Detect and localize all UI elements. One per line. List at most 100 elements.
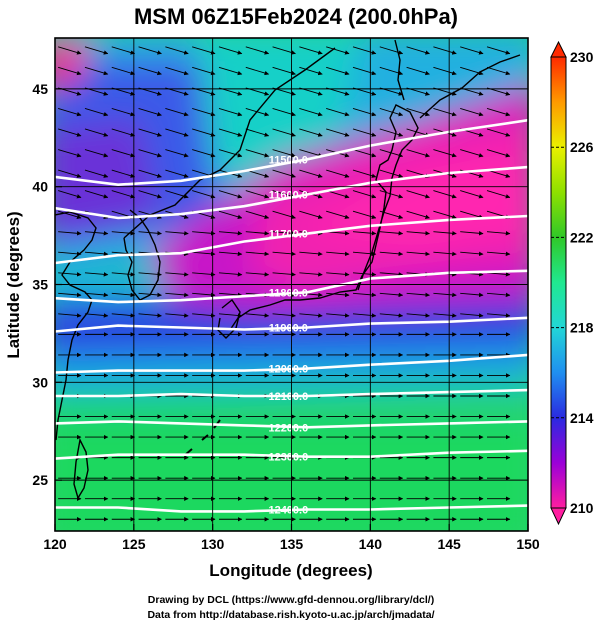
wind-arrow [58, 292, 82, 298]
wind-arrow [138, 231, 162, 236]
wind-arrow [192, 107, 216, 117]
wind-arrow [352, 313, 377, 318]
wind-arrow [58, 169, 82, 178]
wind-arrow [111, 169, 136, 178]
wind-arrow [165, 169, 189, 178]
wind-arrow [433, 149, 457, 158]
colorbar-tick-label: 218 [570, 320, 594, 336]
wind-arrow [379, 210, 404, 219]
wind-arrow [460, 210, 484, 219]
wind-arrow [138, 292, 162, 298]
wind-arrow [486, 66, 511, 76]
wind-arrow [486, 128, 511, 137]
coastline-kuril [419, 54, 521, 119]
wind-arrow [433, 107, 457, 117]
wind-arrow [486, 46, 511, 55]
wind-arrow [218, 66, 243, 76]
colorbar-tick-label: 230 [570, 49, 594, 65]
wind-arrow [299, 66, 323, 76]
plot-area: 11500.0 11600.0 11700.0 11800.0 11900.0 12000… [55, 38, 528, 531]
wind-arrow [111, 149, 136, 158]
wind-arrow [165, 46, 189, 55]
wind-arrow [326, 210, 350, 219]
wind-arrow [379, 190, 404, 199]
contour-label: 12000.0 [268, 364, 308, 376]
wind-arrow [165, 231, 189, 236]
wind-arrow [460, 66, 484, 76]
wind-arrow [352, 107, 377, 117]
wind-arrow [218, 190, 243, 199]
wind-arrow [165, 107, 189, 117]
wind-arrow [352, 251, 377, 257]
wind-arrow [138, 149, 162, 158]
wind-arrow [486, 313, 511, 318]
wind-arrow [111, 66, 136, 76]
wind-arrow [433, 231, 457, 236]
wind-arrow [433, 251, 457, 257]
wind-arrow [326, 169, 350, 178]
wind-arrow [326, 190, 350, 199]
wind-arrow [84, 251, 109, 257]
wind-arrow [84, 66, 109, 76]
wind-arrow [138, 313, 162, 318]
wind-arrow [218, 251, 243, 257]
contour-line [55, 504, 528, 513]
wind-arrow [165, 149, 189, 158]
wind-arrow [111, 313, 136, 318]
wind-arrow [299, 313, 323, 318]
wind-arrow [326, 313, 350, 318]
wind-arrow [433, 190, 457, 199]
wind-arrow [352, 149, 377, 158]
wind-arrow [138, 169, 162, 178]
contour-line [55, 165, 528, 220]
wind-arrow [460, 292, 484, 298]
y-axis-ticks: 25 30 35 40 45 [32, 81, 62, 488]
coastline-korea [123, 209, 161, 301]
wind-arrow [192, 190, 216, 199]
coastline-sakhalin [394, 39, 405, 101]
wind-arrow [245, 66, 270, 76]
colorbar-tick-label: 210 [570, 500, 594, 516]
wind-arrow [245, 190, 270, 199]
grid [55, 38, 528, 531]
wind-arrow [379, 313, 404, 318]
contour-label: 11800.0 [269, 287, 308, 299]
wind-arrow [84, 231, 109, 236]
wind-arrow [165, 272, 189, 277]
wind-arrow [326, 66, 350, 76]
wind-arrow [111, 46, 136, 55]
contour-line [55, 420, 528, 429]
colorbar-bottom-arrow [550, 507, 567, 526]
wind-arrow [379, 272, 404, 277]
wind-arrow [138, 272, 162, 277]
wind-arrow [138, 46, 162, 55]
wind-arrow [326, 46, 350, 55]
wind-arrow [326, 107, 350, 117]
wind-arrow [138, 107, 162, 117]
wind-arrow [406, 107, 430, 117]
x-tick-label: 150 [516, 536, 540, 552]
wind-arrow [406, 313, 430, 318]
wind-arrow [138, 128, 162, 137]
wind-arrow [218, 272, 243, 277]
x-tick-label: 135 [280, 536, 304, 552]
x-tick-label: 130 [201, 536, 225, 552]
wind-arrow [379, 149, 404, 158]
wind-arrow [460, 190, 484, 199]
footer-credit-dcl: Drawing by DCL (https://www.gfd-dennou.o… [148, 594, 434, 606]
wind-arrow [406, 149, 430, 158]
wind-arrow [165, 190, 189, 199]
wind-arrow [58, 190, 82, 199]
wind-arrow [352, 128, 377, 137]
chart-title: MSM 06Z15Feb2024 (200.0hPa) [134, 4, 458, 29]
wind-arrow [406, 231, 430, 236]
wind-arrow [352, 272, 377, 277]
wind-arrow [58, 107, 82, 117]
contour-line [55, 269, 528, 304]
wind-arrow [58, 272, 82, 277]
coastline-china [55, 211, 97, 441]
colorbar-top-arrow [550, 40, 567, 58]
wind-arrow [245, 313, 270, 318]
wind-arrow [84, 272, 109, 277]
wind-arrow [460, 46, 484, 55]
